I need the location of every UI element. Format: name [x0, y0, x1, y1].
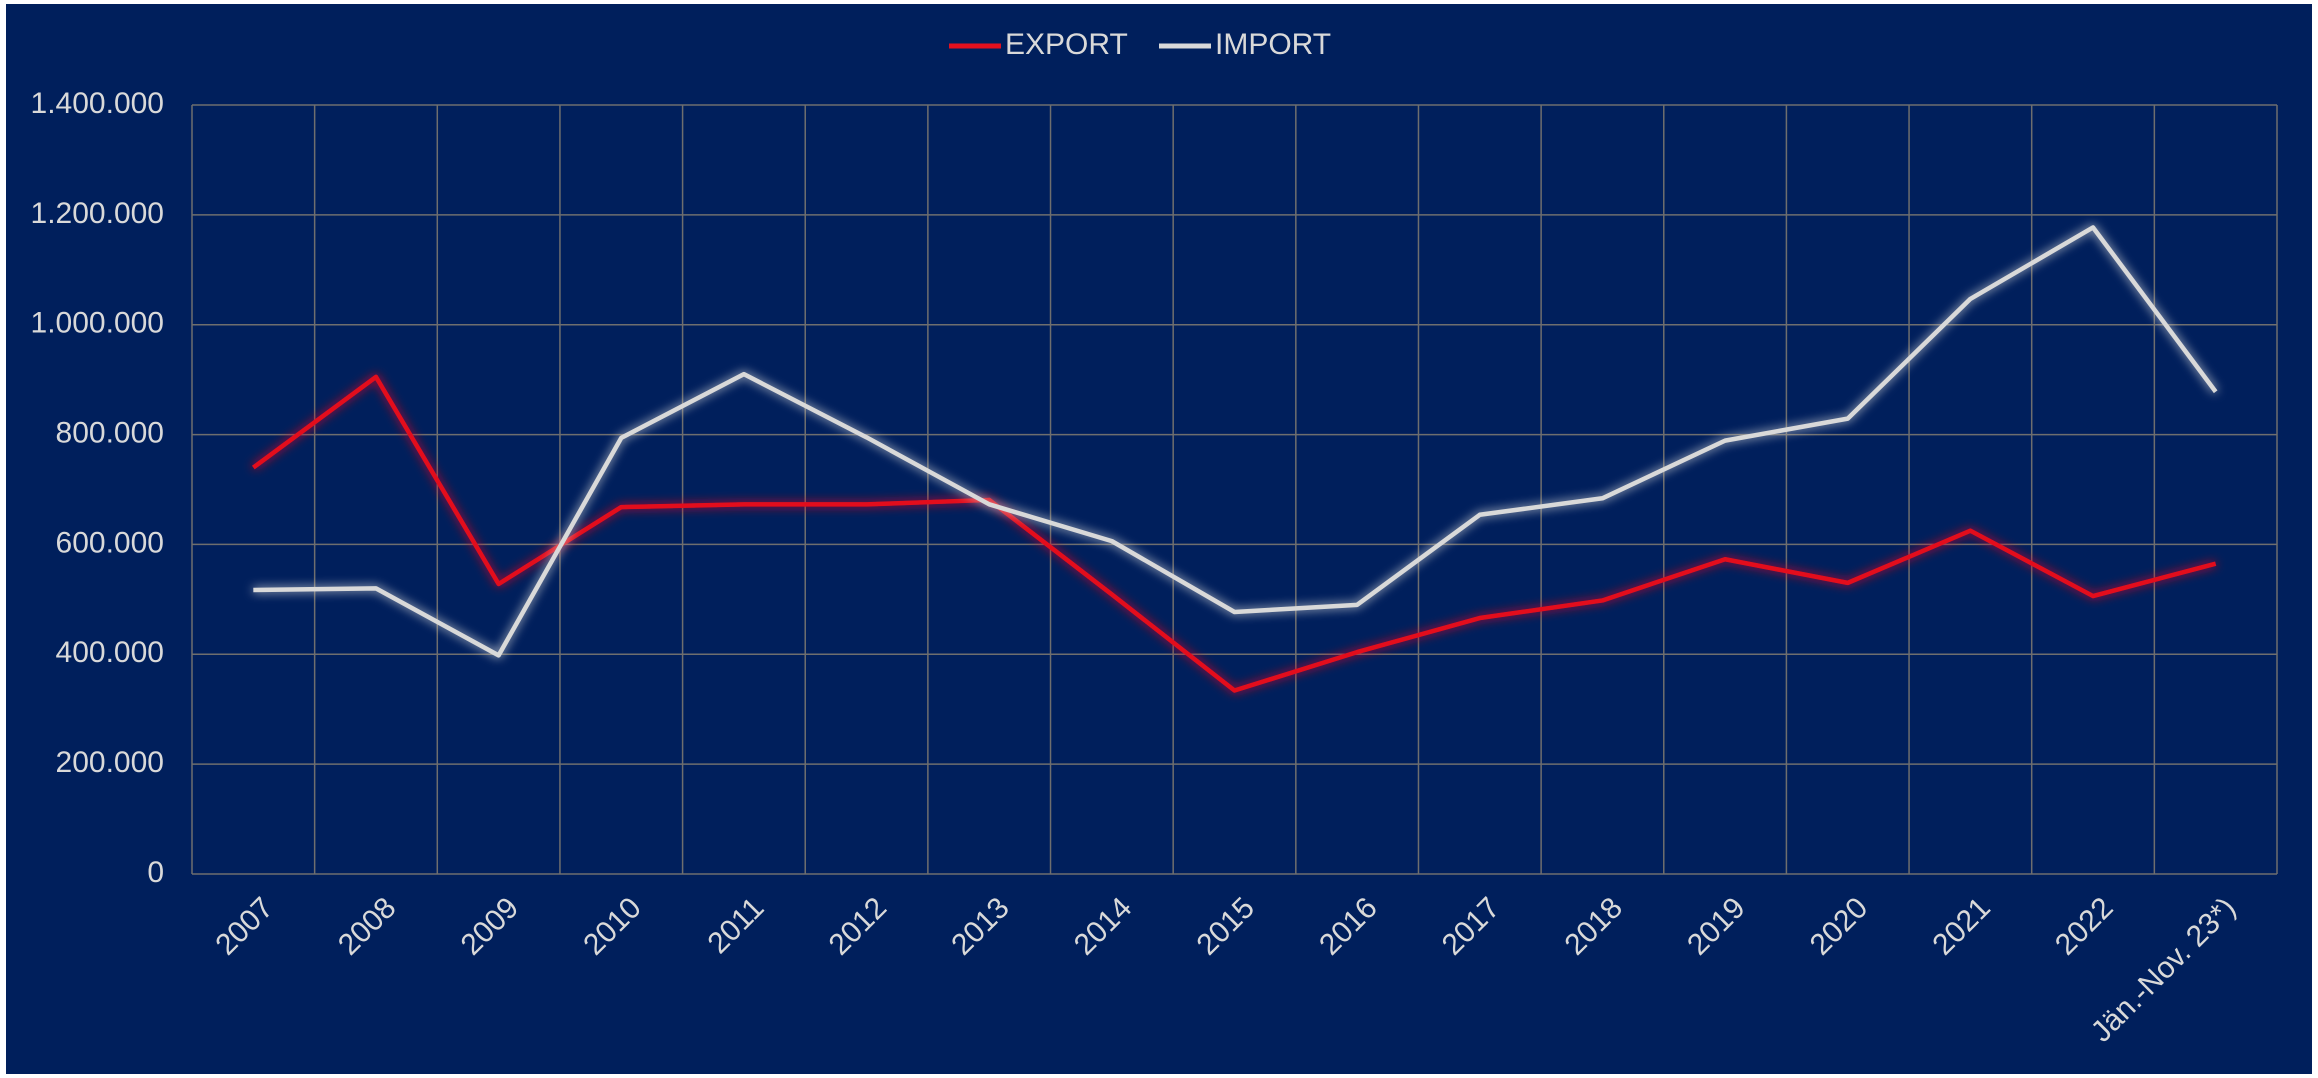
line-series: [251, 374, 2217, 693]
y-tick-label: 400.000: [56, 636, 164, 669]
y-tick-label: 800.000: [56, 416, 164, 449]
y-tick-label: 1.400.000: [31, 87, 164, 120]
y-tick-label: 1.000.000: [31, 307, 164, 340]
y-tick-label: 600.000: [56, 526, 164, 559]
y-tick-label: 0: [147, 856, 164, 889]
chart-background: [6, 4, 2312, 1074]
legend-label: EXPORT: [1005, 28, 1128, 61]
line-series: [253, 225, 2218, 658]
y-tick-label: 1.200.000: [31, 197, 164, 230]
y-tick-label: 200.000: [56, 746, 164, 779]
legend-label: IMPORT: [1215, 28, 1331, 61]
